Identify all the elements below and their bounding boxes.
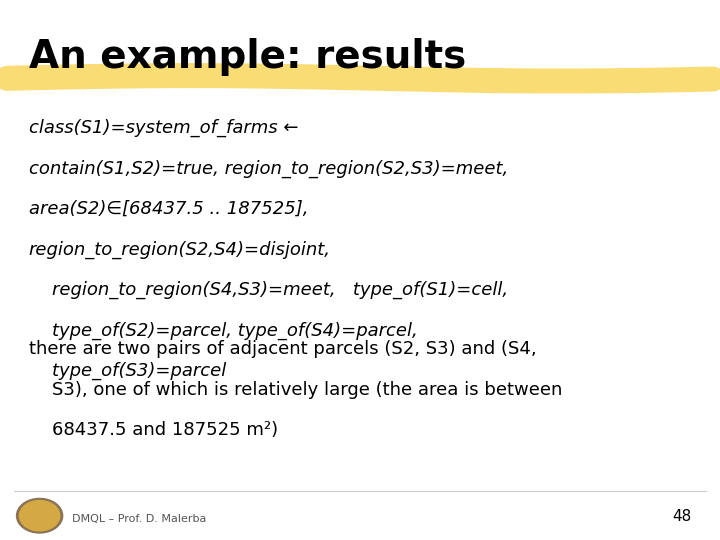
Circle shape bbox=[17, 498, 63, 533]
Text: DMQL – Prof. D. Malerba: DMQL – Prof. D. Malerba bbox=[72, 514, 207, 524]
Text: region_to_region(S4,S3)=meet,   type_of(S1)=cell,: region_to_region(S4,S3)=meet, type_of(S1… bbox=[29, 281, 508, 299]
Text: An example: results: An example: results bbox=[29, 38, 466, 76]
Text: 68437.5 and 187525 m²): 68437.5 and 187525 m²) bbox=[29, 421, 278, 439]
Text: region_to_region(S2,S4)=disjoint,: region_to_region(S2,S4)=disjoint, bbox=[29, 240, 330, 259]
Text: there are two pairs of adjacent parcels (S2, S3) and (S4,: there are two pairs of adjacent parcels … bbox=[29, 340, 536, 358]
Text: type_of(S3)=parcel: type_of(S3)=parcel bbox=[29, 362, 226, 380]
Text: class(S1)=system_of_farms ←: class(S1)=system_of_farms ← bbox=[29, 119, 298, 137]
Text: contain(S1,S2)=true, region_to_region(S2,S3)=meet,: contain(S1,S2)=true, region_to_region(S2… bbox=[29, 159, 508, 178]
Text: S3), one of which is relatively large (the area is between: S3), one of which is relatively large (t… bbox=[29, 381, 562, 399]
Text: 48: 48 bbox=[672, 509, 691, 524]
Text: type_of(S2)=parcel, type_of(S4)=parcel,: type_of(S2)=parcel, type_of(S4)=parcel, bbox=[29, 321, 418, 340]
Text: area(S2)∈[68437.5 .. 187525],: area(S2)∈[68437.5 .. 187525], bbox=[29, 200, 308, 218]
Circle shape bbox=[19, 501, 60, 531]
